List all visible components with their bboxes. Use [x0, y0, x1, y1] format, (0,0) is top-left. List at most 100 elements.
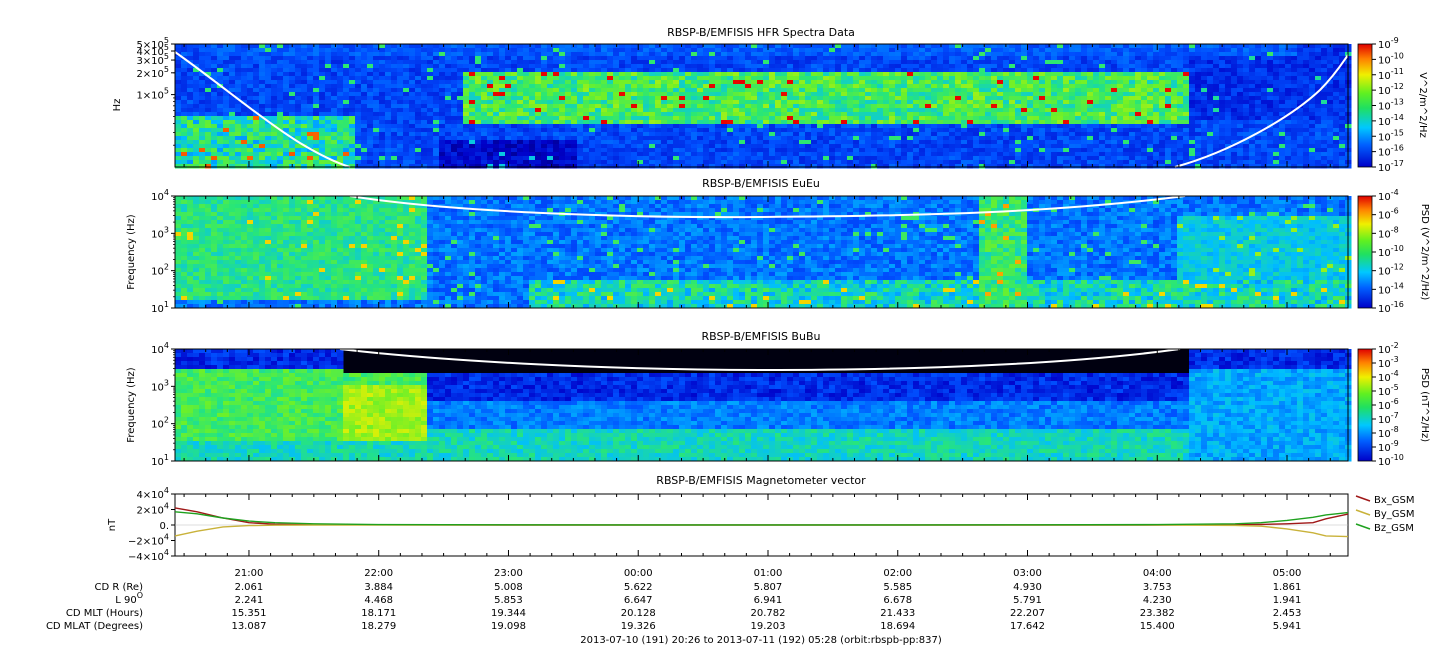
hfr-cell [799, 140, 806, 145]
hfr-cell [337, 92, 344, 97]
hfr-cell [331, 92, 338, 97]
hfr-cell [793, 124, 800, 129]
hfr-cell [871, 120, 878, 125]
hfr-cell [901, 76, 908, 81]
hfr-cell [835, 124, 842, 129]
hfr-cell [499, 148, 506, 153]
hfr-cell [559, 104, 566, 109]
hfr-cell [517, 132, 524, 137]
hfr-cell [961, 80, 968, 85]
hfr-cell [769, 148, 776, 153]
hfr-cell [625, 148, 632, 153]
hfr-cell [883, 132, 890, 137]
hfr-cell [1045, 152, 1052, 157]
hfr-cell [583, 144, 590, 149]
hfr-cell [565, 112, 572, 117]
hfr-cell [949, 148, 956, 153]
hfr-cell [289, 112, 296, 117]
hfr-cell [931, 72, 938, 77]
hfr-cell [1081, 128, 1088, 133]
hfr-cell [559, 152, 566, 157]
hfr-cell [1009, 152, 1016, 157]
hfr-cell [835, 112, 842, 117]
hfr-cell [331, 96, 338, 101]
hfr-cell [253, 108, 260, 113]
hfr-cell [181, 108, 188, 113]
hfr-cell [823, 120, 830, 125]
hfr-cell [1093, 100, 1100, 105]
hfr-cell [541, 100, 548, 105]
hfr-cell [901, 132, 908, 137]
hfr-cell [391, 132, 398, 137]
hfr-cell [661, 88, 668, 93]
hfr-cell [847, 120, 854, 125]
hfr-cell [691, 104, 698, 109]
hfr-cell [763, 112, 770, 117]
hfr-cell [283, 76, 290, 81]
hfr-cell [841, 124, 848, 129]
hfr-cell [319, 136, 326, 141]
hfr-cell [355, 148, 362, 153]
hfr-cell [1129, 72, 1136, 77]
hfr-cell [421, 116, 428, 121]
hfr-cell [397, 136, 404, 141]
hfr-cell [1135, 124, 1142, 129]
hfr-cell [481, 76, 488, 81]
hfr-cell [553, 140, 560, 145]
hfr-cell [427, 52, 434, 57]
hfr-cell [619, 128, 626, 133]
hfr-cell [841, 44, 848, 49]
hfr-cell [553, 164, 560, 169]
hfr-cell [637, 64, 644, 69]
hfr-cell [1117, 64, 1124, 69]
hfr-cell [577, 60, 584, 65]
hfr-cell [1135, 76, 1142, 81]
hfr-cell [187, 132, 194, 137]
hfr-cell [517, 60, 524, 65]
hfr-cell [859, 68, 866, 73]
hfr-cell [919, 56, 926, 61]
hfr-cell [733, 76, 740, 81]
hfr-cell [475, 96, 482, 101]
hfr-cell [421, 104, 428, 109]
hfr-cell [1051, 120, 1058, 125]
hfr-cell [409, 76, 416, 81]
hfr-cell [301, 68, 308, 73]
hfr-cell [457, 132, 464, 137]
hfr-cell [571, 60, 578, 65]
hfr-cell [235, 100, 242, 105]
hfr-cell [481, 164, 488, 169]
hfr-cell [907, 48, 914, 53]
hfr-cell [721, 52, 728, 57]
hfr-cell [1069, 52, 1076, 57]
hfr-cell [763, 108, 770, 113]
hfr-cell [451, 72, 458, 77]
hfr-cell [511, 104, 518, 109]
hfr-cell [793, 116, 800, 121]
hfr-cell [229, 116, 236, 121]
hfr-cell [739, 164, 746, 169]
hfr-cell [901, 88, 908, 93]
hfr-cell [319, 116, 326, 121]
hfr-cell [691, 56, 698, 61]
hfr-cell [607, 132, 614, 137]
hfr-cell [319, 44, 326, 49]
hfr-cell [559, 48, 566, 53]
hfr-cell [247, 92, 254, 97]
hfr-cell [1015, 60, 1022, 65]
hfr-cell [589, 136, 596, 141]
hfr-cell [343, 72, 350, 77]
hfr-cell [925, 132, 932, 137]
hfr-cell [577, 44, 584, 49]
hfr-cell [937, 108, 944, 113]
hfr-cell [841, 52, 848, 57]
hfr-cell [199, 72, 206, 77]
hfr-cell [181, 136, 188, 141]
hfr-cell [601, 96, 608, 101]
hfr-cell [769, 96, 776, 101]
hfr-cell [1057, 68, 1064, 73]
hfr-cell [823, 84, 830, 89]
hfr-cell [289, 116, 296, 121]
hfr-cell [781, 84, 788, 89]
hfr-cell [421, 64, 428, 69]
